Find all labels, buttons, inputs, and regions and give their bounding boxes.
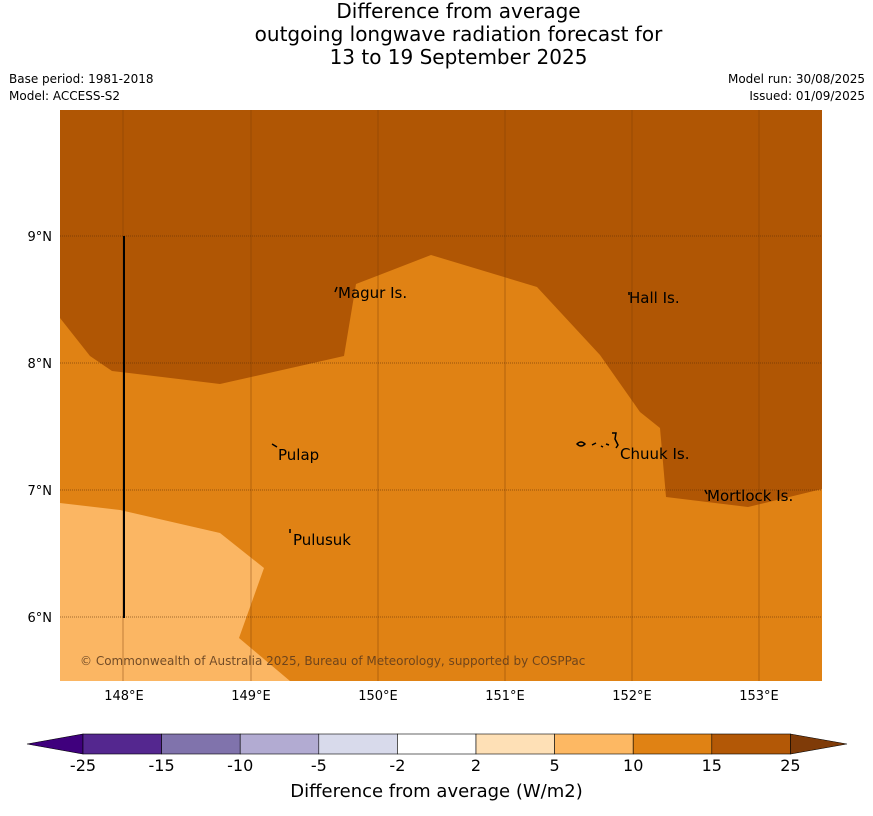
model-run-text: Model run: 30/08/2025 <box>727 72 865 86</box>
colorbar-segment <box>239 733 320 755</box>
colorbar-segment <box>554 733 634 755</box>
colorbar-segment <box>397 733 477 755</box>
title-line-1: Difference from average <box>336 0 581 23</box>
place-label-magur: Magur Is. <box>338 284 407 302</box>
lon-label-153e: 153°E <box>739 689 779 704</box>
title-line-3: 13 to 19 September 2025 <box>329 45 588 69</box>
colorbar-extend-low <box>26 733 84 755</box>
base-period-text: Base period: 1981-2018 <box>9 72 154 86</box>
lat-label-8n: 8°N <box>28 357 53 372</box>
meta-right: Model run: 30/08/2025 Issued: 01/09/2025 <box>728 71 865 105</box>
copyright-text: © Commonwealth of Australia 2025, Bureau… <box>80 654 585 668</box>
model-text: Model: ACCESS-S2 <box>9 89 121 103</box>
anomaly-band-15-25 <box>60 110 822 507</box>
colorbar-title: Difference from average (W/m2) <box>290 781 583 802</box>
colorbar <box>26 733 848 755</box>
place-label-chuuk: Chuuk Is. <box>620 445 689 463</box>
meta-left: Base period: 1981-2018 Model: ACCESS-S2 <box>9 71 154 105</box>
place-label-hall: Hall Is. <box>629 289 680 307</box>
colorbar-tick-label: -2 <box>389 756 406 775</box>
lon-label-152e: 152°E <box>612 689 652 704</box>
lon-label-148e: 148°E <box>104 689 144 704</box>
lat-label-9n: 9°N <box>28 230 53 245</box>
latitude-gridlines <box>60 235 822 618</box>
colorbar-segment <box>318 733 398 755</box>
colorbar-segment <box>161 733 241 755</box>
map-title: Difference from average outgoing longwav… <box>0 0 873 69</box>
lon-label-150e: 150°E <box>358 689 398 704</box>
colorbar-extend-high <box>790 733 848 755</box>
colorbar-tick-label: 5 <box>549 756 560 775</box>
colorbar-tick-label: 15 <box>701 756 722 775</box>
issued-text: Issued: 01/09/2025 <box>749 89 865 103</box>
colorbar-tick-label: 10 <box>623 756 644 775</box>
place-label-mortlock: Mortlock Is. <box>707 487 793 505</box>
colorbar-tick-label: -10 <box>227 756 254 775</box>
island-marks <box>271 286 708 533</box>
lat-label-6n: 6°N <box>28 611 53 626</box>
colorbar-tick-label: -5 <box>310 756 327 775</box>
anomaly-band-5-10 <box>60 503 290 681</box>
colorbar-tick-label: 2 <box>470 756 482 775</box>
title-line-2: outgoing longwave radiation forecast for <box>254 22 663 46</box>
place-label-pulusuk: Pulusuk <box>293 531 351 549</box>
colorbar-segment <box>82 733 162 755</box>
colorbar-segment <box>475 733 555 755</box>
lon-label-151e: 151°E <box>485 689 525 704</box>
colorbar-segment <box>711 733 791 755</box>
colorbar-segment <box>632 733 713 755</box>
lon-label-149e: 149°E <box>231 689 271 704</box>
lat-label-7n: 7°N <box>28 484 53 499</box>
place-label-pulap: Pulap <box>278 446 319 464</box>
colorbar-tick-label: -15 <box>148 756 175 775</box>
colorbar-tick-label: -25 <box>69 756 97 775</box>
colorbar-tick-label: 25 <box>780 756 801 775</box>
